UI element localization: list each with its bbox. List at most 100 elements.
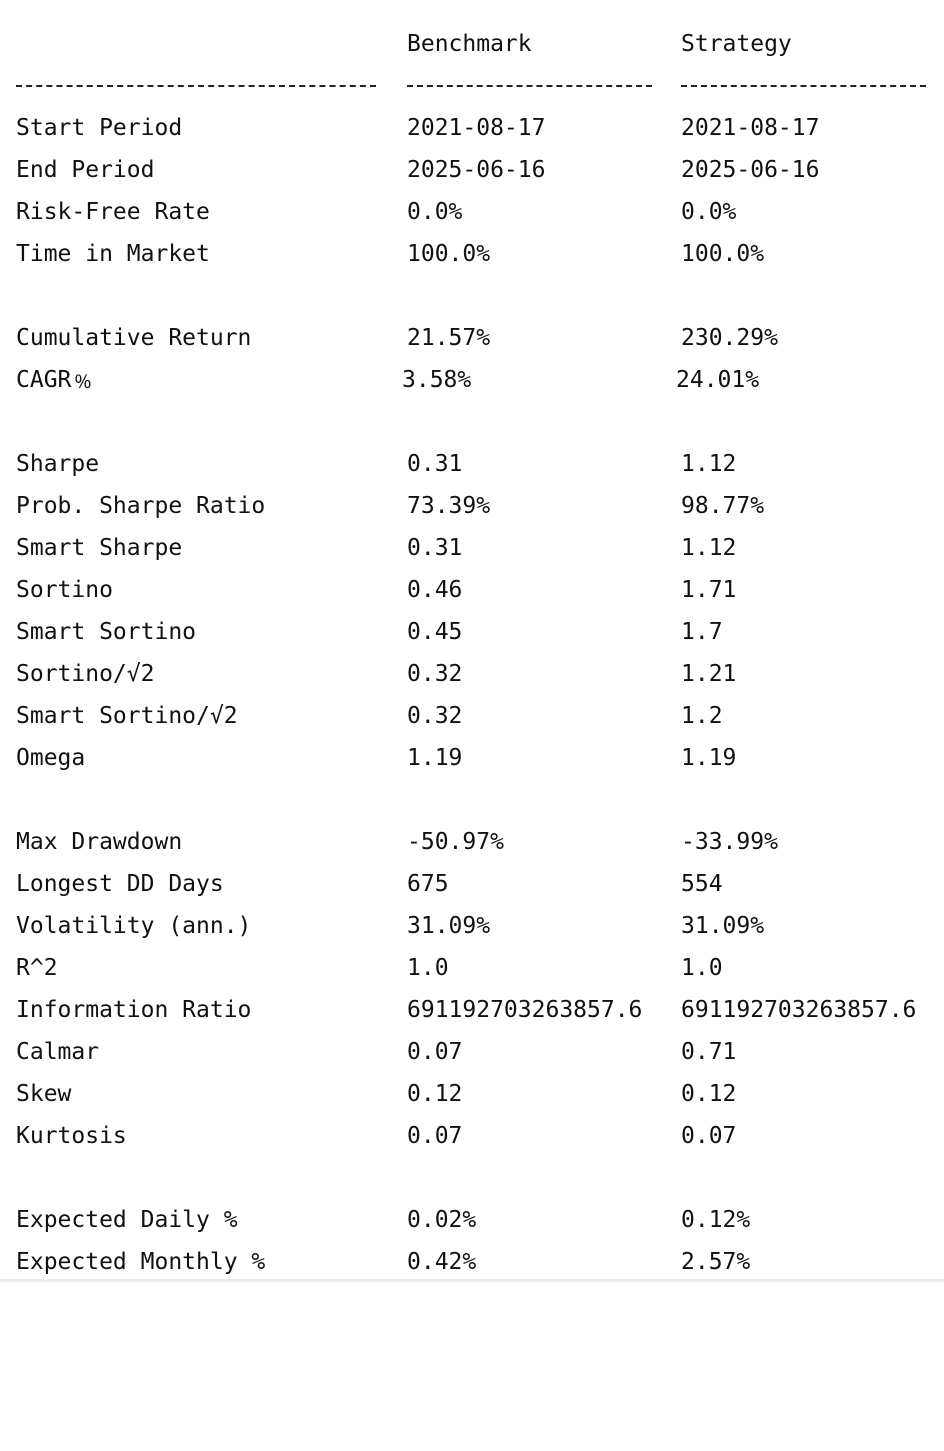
benchmark-value: 0.07 bbox=[407, 1123, 463, 1149]
metric-label: Calmar bbox=[16, 1039, 100, 1065]
benchmark-value: 100.0% bbox=[407, 241, 491, 267]
strategy-value: 554 bbox=[681, 871, 723, 897]
benchmark-value: 0.32 bbox=[407, 703, 463, 729]
table-row: Expected Monthly % 0.42% 2.57% bbox=[0, 1241, 944, 1283]
metric-label: Time in Market bbox=[16, 241, 210, 267]
benchmark-value: 675 bbox=[407, 871, 449, 897]
metric-label: R^2 bbox=[16, 955, 58, 981]
table-row: End Period 2025-06-16 2025-06-16 bbox=[0, 149, 944, 191]
strategy-value: 1.12 bbox=[681, 451, 737, 477]
table-row: Volatility (ann.) 31.09% 31.09% bbox=[0, 905, 944, 947]
table-row: Smart Sharpe 0.31 1.12 bbox=[0, 527, 944, 569]
strategy-value: 691192703263857.6 bbox=[681, 997, 917, 1023]
metric-label: Omega bbox=[16, 745, 86, 771]
strategy-value: 2021-08-17 bbox=[681, 115, 820, 141]
benchmark-value: 31.09% bbox=[407, 913, 491, 939]
table-row: Kurtosis 0.07 0.07 bbox=[0, 1115, 944, 1157]
benchmark-value: -50.97% bbox=[407, 829, 504, 855]
benchmark-value: 0.0% bbox=[407, 199, 463, 225]
benchmark-value: 0.45 bbox=[407, 619, 463, 645]
table-row: Smart Sortino 0.45 1.7 bbox=[0, 611, 944, 653]
benchmark-value: 1.19 bbox=[407, 745, 463, 771]
rule-benchmark bbox=[407, 85, 652, 87]
benchmark-value: 0.31 bbox=[407, 535, 463, 561]
strategy-header: Strategy bbox=[681, 31, 792, 57]
metric-label: Longest DD Days bbox=[16, 871, 224, 897]
table-row: Prob. Sharpe Ratio 73.39% 98.77% bbox=[0, 485, 944, 527]
table-row: Skew 0.12 0.12 bbox=[0, 1073, 944, 1115]
table-row: Cumulative Return 21.57% 230.29% bbox=[0, 317, 944, 359]
benchmark-value: 1.0 bbox=[407, 955, 449, 981]
metric-label: Skew bbox=[16, 1081, 72, 1107]
strategy-value: 1.0 bbox=[681, 955, 723, 981]
strategy-value: 1.19 bbox=[681, 745, 737, 771]
metric-label: CAGR﹪ bbox=[16, 367, 95, 393]
metric-label: Risk-Free Rate bbox=[16, 199, 210, 225]
strategy-value: 0.0% bbox=[681, 199, 737, 225]
table-row: Max Drawdown -50.97% -33.99% bbox=[0, 821, 944, 863]
benchmark-value: 691192703263857.6 bbox=[407, 997, 643, 1023]
benchmark-value: 21.57% bbox=[407, 325, 491, 351]
strategy-value: 0.07 bbox=[681, 1123, 737, 1149]
strategy-value: 24.01% bbox=[676, 367, 760, 393]
header-rule bbox=[0, 65, 944, 107]
table-row: Risk-Free Rate 0.0% 0.0% bbox=[0, 191, 944, 233]
metric-label: Expected Daily % bbox=[16, 1207, 238, 1233]
metric-label: Prob. Sharpe Ratio bbox=[16, 493, 266, 519]
metric-label: Max Drawdown bbox=[16, 829, 183, 855]
benchmark-value: 0.46 bbox=[407, 577, 463, 603]
table-row: Omega 1.19 1.19 bbox=[0, 737, 944, 779]
bottom-divider bbox=[0, 1279, 944, 1282]
strategy-value: 1.71 bbox=[681, 577, 737, 603]
strategy-value: 1.12 bbox=[681, 535, 737, 561]
header-row: Benchmark Strategy bbox=[0, 23, 944, 65]
strategy-value: 0.71 bbox=[681, 1039, 737, 1065]
strategy-value: 0.12 bbox=[681, 1081, 737, 1107]
benchmark-value: 3.58% bbox=[402, 367, 472, 393]
strategy-value: 100.0% bbox=[681, 241, 765, 267]
table-row: Sortino 0.46 1.71 bbox=[0, 569, 944, 611]
table-row: Time in Market 100.0% 100.0% bbox=[0, 233, 944, 275]
table-row: R^2 1.0 1.0 bbox=[0, 947, 944, 989]
metric-label: Information Ratio bbox=[16, 997, 252, 1023]
table-row: Sharpe 0.31 1.12 bbox=[0, 443, 944, 485]
strategy-value: 1.21 bbox=[681, 661, 737, 687]
benchmark-value: 0.32 bbox=[407, 661, 463, 687]
table-row: Start Period 2021-08-17 2021-08-17 bbox=[0, 107, 944, 149]
strategy-value: 98.77% bbox=[681, 493, 765, 519]
benchmark-value: 73.39% bbox=[407, 493, 491, 519]
metric-label: Start Period bbox=[16, 115, 183, 141]
benchmark-header: Benchmark bbox=[407, 31, 532, 57]
rule-strategy bbox=[681, 85, 926, 87]
table-row: Expected Daily % 0.02% 0.12% bbox=[0, 1199, 944, 1241]
benchmark-value: 2021-08-17 bbox=[407, 115, 546, 141]
table-row: Smart Sortino/√2 0.32 1.2 bbox=[0, 695, 944, 737]
metric-label: Sortino bbox=[16, 577, 113, 603]
table-row: Information Ratio 691192703263857.6 6911… bbox=[0, 989, 944, 1031]
metric-label: Expected Monthly % bbox=[16, 1249, 266, 1275]
benchmark-value: 0.07 bbox=[407, 1039, 463, 1065]
metric-label: Smart Sortino/√2 bbox=[16, 703, 238, 729]
benchmark-value: 2025-06-16 bbox=[407, 157, 546, 183]
benchmark-value: 0.12 bbox=[407, 1081, 463, 1107]
strategy-value: 230.29% bbox=[681, 325, 778, 351]
metric-label: Sharpe bbox=[16, 451, 100, 477]
metric-label: Sortino/√2 bbox=[16, 661, 155, 687]
metric-label: Cumulative Return bbox=[16, 325, 252, 351]
strategy-value: -33.99% bbox=[681, 829, 778, 855]
table-row: CAGR﹪ 3.58% 24.01% bbox=[0, 359, 944, 401]
metric-label: Smart Sortino bbox=[16, 619, 197, 645]
metric-label: Volatility (ann.) bbox=[16, 913, 252, 939]
table-row: Sortino/√2 0.32 1.21 bbox=[0, 653, 944, 695]
strategy-value: 0.12% bbox=[681, 1207, 751, 1233]
metric-label: Smart Sharpe bbox=[16, 535, 183, 561]
strategy-value: 2025-06-16 bbox=[681, 157, 820, 183]
benchmark-value: 0.02% bbox=[407, 1207, 477, 1233]
table-row: Longest DD Days 675 554 bbox=[0, 863, 944, 905]
benchmark-value: 0.42% bbox=[407, 1249, 477, 1275]
strategy-value: 2.57% bbox=[681, 1249, 751, 1275]
table-row: Calmar 0.07 0.71 bbox=[0, 1031, 944, 1073]
strategy-value: 1.2 bbox=[681, 703, 723, 729]
metric-label: Kurtosis bbox=[16, 1123, 127, 1149]
rule-metric bbox=[16, 85, 376, 87]
